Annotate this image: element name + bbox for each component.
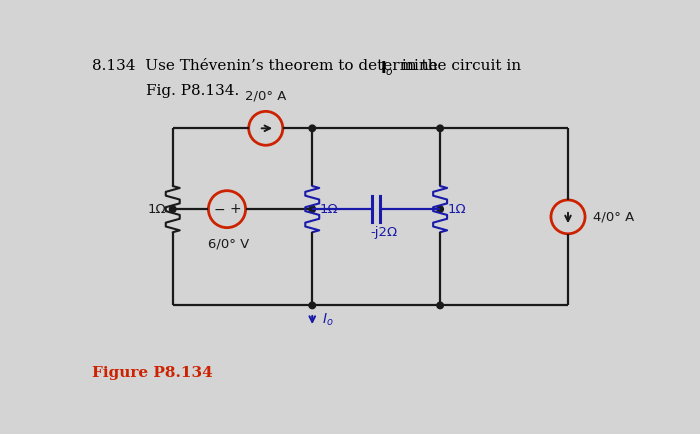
Circle shape <box>437 125 443 132</box>
Text: 6/0° V: 6/0° V <box>208 238 249 251</box>
Circle shape <box>437 206 443 212</box>
Text: 4/0° A: 4/0° A <box>593 210 634 224</box>
Circle shape <box>309 125 316 132</box>
Circle shape <box>169 206 176 212</box>
Circle shape <box>437 302 443 309</box>
Text: $\mathbf{I}_o$: $\mathbf{I}_o$ <box>381 59 394 78</box>
Text: 1Ω: 1Ω <box>148 203 167 216</box>
Text: $I_o$: $I_o$ <box>322 312 334 328</box>
Text: 1Ω: 1Ω <box>320 203 339 216</box>
Text: $-$: $-$ <box>214 202 225 216</box>
Text: -j2Ω: -j2Ω <box>370 226 398 239</box>
Circle shape <box>309 206 316 212</box>
Text: Fig. P8.134.: Fig. P8.134. <box>146 84 239 98</box>
Circle shape <box>309 302 316 309</box>
Text: Figure P8.134: Figure P8.134 <box>92 366 213 380</box>
Text: 8.134  Use Thévenin’s theorem to determine: 8.134 Use Thévenin’s theorem to determin… <box>92 59 443 73</box>
Text: $+$: $+$ <box>229 202 241 216</box>
Text: in the circuit in: in the circuit in <box>397 59 521 73</box>
Text: 2/0° A: 2/0° A <box>245 89 286 102</box>
Text: 1Ω: 1Ω <box>448 203 466 216</box>
